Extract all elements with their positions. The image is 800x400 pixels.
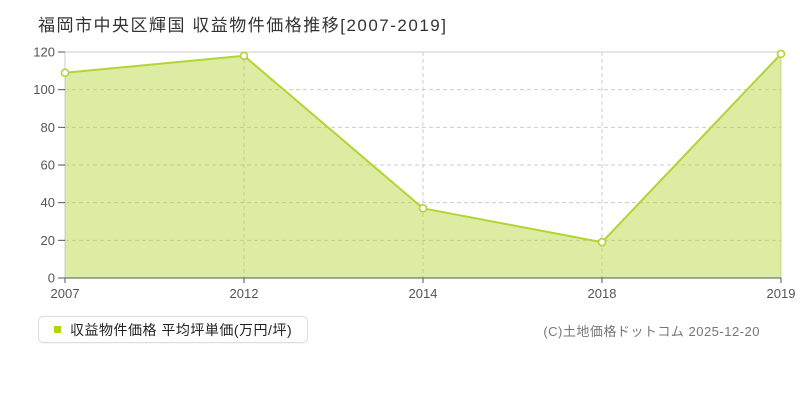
data-point-2018 [597, 237, 607, 247]
y-tick-label-100: 100 [33, 82, 55, 97]
y-tick-label-20: 20 [41, 233, 55, 248]
x-tick-label-2007: 2007 [51, 286, 80, 301]
x-tick-label-2018: 2018 [588, 286, 617, 301]
y-tick-label-80: 80 [41, 120, 55, 135]
y-tick-label-0: 0 [48, 271, 55, 286]
price-trend-area-chart: 0 20 40 60 80 100 120 2007 2012 2014 2018 2019 [33, 45, 796, 302]
copyright-text: (C)土地価格ドットコム 2025-12-20 [543, 324, 760, 339]
x-tick-label-2014: 2014 [409, 286, 438, 301]
y-tick-label-40: 40 [41, 195, 55, 210]
data-point-2014 [418, 204, 428, 213]
x-tick-label-2019: 2019 [767, 286, 796, 301]
y-tick-label-120: 120 [33, 45, 55, 60]
legend: 収益物件価格 平均坪単価(万円/坪) [38, 316, 309, 343]
x-tick-label-2012: 2012 [230, 286, 259, 301]
data-point-2019 [776, 49, 786, 59]
data-point-2012 [239, 51, 249, 61]
series-area-fill [65, 53, 781, 279]
data-point-2007 [60, 68, 70, 78]
chart-title: 福岡市中央区輝国 収益物件価格推移[2007-2019] [38, 16, 448, 35]
y-tick-label-60: 60 [41, 158, 55, 173]
series-marker-icon [54, 326, 61, 333]
legend-label: 収益物件価格 平均坪単価(万円/坪) [70, 321, 293, 338]
